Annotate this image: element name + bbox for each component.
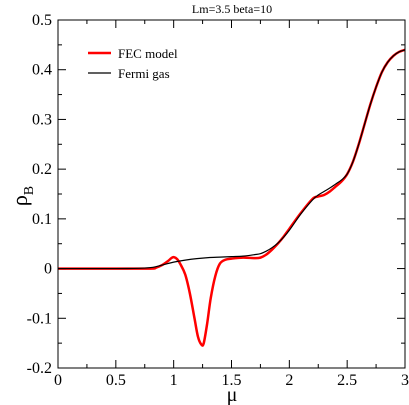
- chart-title: Lm=3.5 beta=10: [192, 2, 272, 16]
- legend-label-fec: FEC model: [118, 46, 178, 61]
- x-axis-label: μ: [227, 384, 238, 405]
- ticks-layer: 0 0.5 1 1.5 2 2.5 3 -0.2 -0.1 0 0.1 0.2 0.3 0.4 0.5: [27, 12, 409, 389]
- legend-label-fermi: Fermi gas: [118, 66, 170, 81]
- series-line-fec-model: [58, 48, 406, 347]
- y-tick-label: 0.3: [32, 111, 52, 128]
- x-tick-label: 2: [285, 372, 293, 389]
- series-layer: [57, 48, 406, 347]
- y-tick-label: 0: [44, 261, 52, 278]
- x-tick-label: 1: [170, 372, 178, 389]
- y-axis-label-subscript: B: [22, 186, 37, 195]
- y-axis-label: ρ: [7, 195, 32, 206]
- y-axis-label-group: ρB: [7, 186, 37, 206]
- x-tick-label: 2.5: [337, 372, 357, 389]
- y-tick-label: 0.1: [32, 211, 52, 228]
- series-line-fermi-gas: [57, 49, 406, 270]
- x-tick-label: 0.5: [106, 372, 126, 389]
- y-tick-label: 0.5: [32, 12, 52, 29]
- x-tick-label: 3: [401, 372, 409, 389]
- y-tick-label: -0.2: [27, 360, 52, 377]
- x-tick-label: 0: [54, 372, 62, 389]
- y-tick-label: 0.2: [32, 161, 52, 178]
- y-tick-label: -0.1: [27, 310, 52, 327]
- svg-text:ρB: ρB: [7, 186, 37, 206]
- y-tick-label: 0.4: [32, 62, 52, 79]
- legend: FEC model Fermi gas: [88, 46, 178, 81]
- x-tick-label: 1.5: [222, 372, 242, 389]
- plot-frame: [57, 19, 406, 369]
